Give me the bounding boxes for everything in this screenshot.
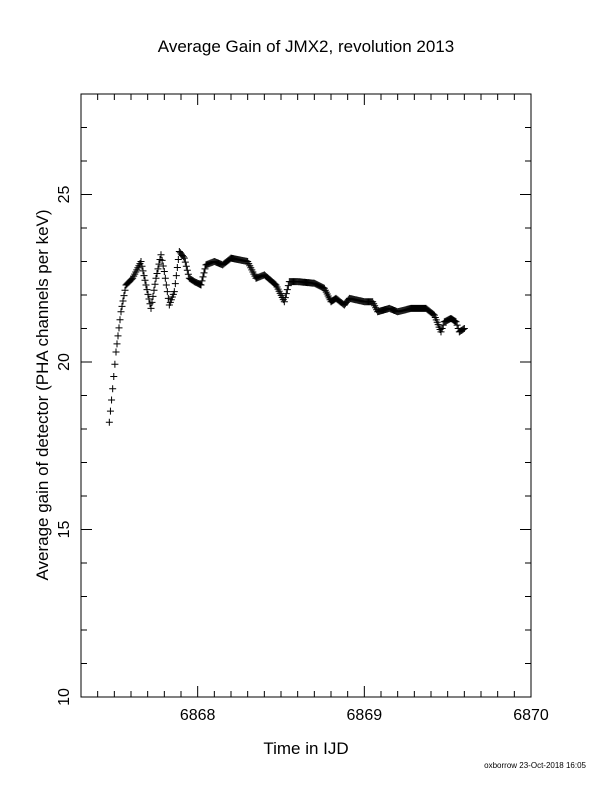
x-axis-label: Time in IJD [263, 739, 348, 758]
data-point [145, 295, 153, 303]
data-point [151, 280, 159, 288]
data-point [139, 267, 147, 275]
data-point [149, 292, 157, 300]
y-tick-label: 15 [56, 521, 73, 539]
data-point [451, 317, 459, 325]
y-axis-label: Average gain of detector (PHA channels p… [33, 209, 52, 580]
data-point [184, 270, 192, 278]
x-tick-labels: 6868 6869 6870 [180, 707, 549, 724]
data-point [171, 280, 179, 288]
data-point [160, 268, 168, 276]
data-point [112, 348, 120, 356]
data-point [200, 269, 208, 277]
data-point [141, 276, 149, 284]
data-point [162, 281, 170, 289]
data-point [140, 272, 148, 280]
y-tick-labels: 10 15 20 25 [56, 186, 73, 706]
data-point [182, 262, 190, 270]
data-point [138, 262, 146, 270]
data-point [198, 277, 206, 285]
data-point [183, 266, 191, 274]
data-point [284, 282, 292, 290]
data-point [152, 274, 160, 282]
x-tick-label: 6869 [347, 707, 383, 724]
data-point [180, 254, 188, 262]
data-point [105, 418, 113, 426]
data-point [282, 290, 290, 298]
data-point [120, 292, 128, 300]
data-point [437, 328, 445, 336]
data-point [143, 286, 151, 294]
data-point [170, 288, 178, 296]
data-point [114, 332, 122, 340]
data-point [283, 286, 291, 294]
x-tick-label: 6868 [180, 707, 216, 724]
data-points [105, 247, 468, 426]
chart-title: Average Gain of JMX2, revolution 2013 [158, 37, 454, 56]
data-point [159, 262, 167, 270]
data-point [173, 264, 181, 272]
data-point [106, 407, 114, 415]
data-point [199, 273, 207, 281]
data-point [280, 298, 288, 306]
data-point [121, 286, 129, 294]
data-point [115, 324, 123, 332]
data-point [148, 298, 156, 306]
data-point [460, 325, 468, 332]
data-point [174, 255, 182, 263]
data-point [438, 325, 446, 332]
data-point [147, 304, 155, 312]
data-point [116, 316, 124, 324]
data-point [459, 325, 467, 333]
data-point [144, 290, 152, 298]
data-point [157, 251, 165, 259]
x-tick-label: 6870 [513, 707, 549, 724]
data-point [154, 265, 162, 273]
data-point [201, 265, 209, 273]
data-point [153, 270, 161, 278]
y-tick-label: 20 [56, 353, 73, 371]
data-point [281, 294, 289, 302]
data-point [118, 302, 126, 310]
data-point [150, 286, 158, 294]
data-point [142, 281, 150, 289]
data-point [197, 281, 205, 289]
data-point [108, 396, 116, 404]
data-point [110, 373, 118, 381]
data-point [117, 308, 125, 316]
data-point [439, 321, 447, 329]
data-point [179, 253, 187, 261]
data-point [181, 258, 189, 266]
data-point [164, 294, 172, 302]
y-tick-label: 10 [56, 688, 73, 706]
plot-frame [80, 93, 532, 698]
data-point [119, 297, 127, 305]
footer-credit: oxborrow 23-Oct-2018 16:05 [484, 761, 586, 770]
data-point [161, 274, 169, 282]
data-point [163, 288, 171, 296]
data-point [137, 258, 145, 265]
y-tick-label: 25 [56, 186, 73, 204]
data-point [172, 272, 180, 280]
data-point [113, 340, 121, 348]
data-point [452, 318, 460, 326]
data-point [111, 360, 119, 368]
data-point [453, 321, 461, 329]
axis-ticks [80, 93, 532, 698]
data-point [109, 385, 117, 393]
data-point [158, 256, 166, 264]
data-point [155, 260, 163, 268]
